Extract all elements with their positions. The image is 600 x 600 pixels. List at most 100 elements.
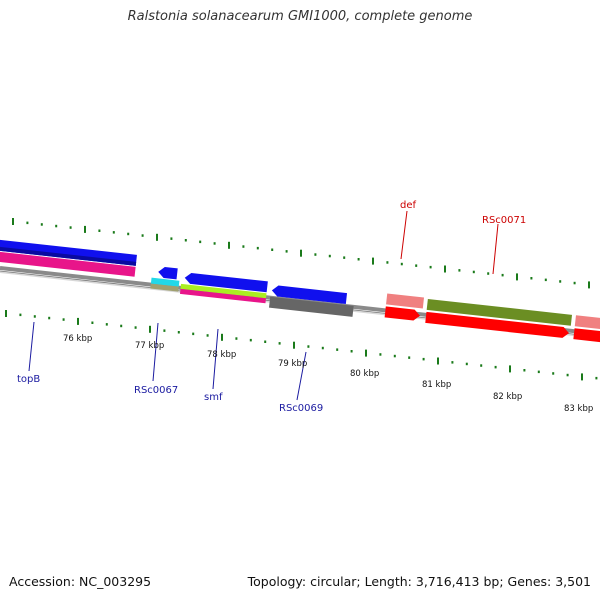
lower-row-minor-tick bbox=[336, 348, 339, 351]
upper-row-minor-tick bbox=[386, 261, 389, 264]
gene-block-right-pink[interactable] bbox=[574, 315, 600, 331]
gene-label-rsc0069[interactable]: RSc0069 bbox=[279, 403, 323, 414]
upper-row-minor-tick bbox=[127, 232, 130, 236]
lower-row-minor-tick bbox=[480, 364, 483, 367]
upper-row-major-tick bbox=[588, 281, 590, 289]
lower-row-minor-tick bbox=[105, 323, 108, 326]
lower-row-minor-tick bbox=[206, 334, 209, 337]
lower-row-major-tick bbox=[149, 325, 151, 333]
tick-label-79: 79 kbp bbox=[278, 359, 307, 369]
lower-tick-row bbox=[5, 310, 598, 381]
tick-label-81: 81 kbp bbox=[422, 380, 451, 390]
gene-label-def[interactable]: def bbox=[400, 200, 417, 211]
upper-row-minor-tick bbox=[328, 254, 331, 258]
lower-row-minor-tick bbox=[62, 318, 65, 321]
gene-block-right-red[interactable] bbox=[573, 328, 600, 344]
lower-row-minor-tick bbox=[465, 362, 468, 366]
gene-block-topb-reverse[interactable] bbox=[0, 251, 136, 277]
upper-row-major-tick bbox=[12, 218, 14, 225]
gene-label-smf[interactable]: smf bbox=[204, 392, 223, 403]
lower-row-minor-tick bbox=[393, 354, 396, 358]
genome-summary-text: Topology: circular; Length: 3,716,413 bp… bbox=[247, 574, 591, 589]
gene-block-rsc0067-tan[interactable] bbox=[150, 283, 179, 292]
upper-row-minor-tick bbox=[141, 234, 144, 237]
lower-row-major-tick bbox=[581, 373, 583, 381]
tick-label-82: 82 kbp bbox=[493, 392, 522, 402]
tick-label-83: 83 kbp bbox=[564, 404, 593, 414]
gene-block-rsc0067-cyan[interactable] bbox=[150, 277, 180, 287]
lower-row-major-tick bbox=[293, 341, 295, 349]
gene-block-smf-lime[interactable] bbox=[180, 283, 267, 299]
upper-row-minor-tick bbox=[199, 240, 202, 244]
gene-block-topb-shade bbox=[0, 246, 137, 266]
upper-row-minor-tick bbox=[256, 246, 259, 250]
upper-row-minor-tick bbox=[544, 278, 547, 282]
tick-label-78: 78 kbp bbox=[207, 350, 236, 360]
lower-row-minor-tick bbox=[163, 329, 166, 332]
lower-row-minor-tick bbox=[552, 372, 555, 375]
lower-row-minor-tick bbox=[451, 361, 454, 364]
lower-row-minor-tick bbox=[278, 342, 281, 345]
lower-row-minor-tick bbox=[595, 376, 598, 380]
feature-track bbox=[0, 239, 600, 344]
lower-row-minor-tick bbox=[566, 373, 569, 377]
gene-label-rsc0071[interactable]: RSc0071 bbox=[482, 215, 526, 226]
gene-label-topb[interactable]: topB bbox=[17, 374, 40, 385]
lower-row-minor-tick bbox=[307, 345, 310, 348]
gene-block-def-pink[interactable] bbox=[386, 293, 425, 309]
upper-row-minor-tick bbox=[69, 226, 72, 229]
upper-row-minor-tick bbox=[400, 262, 403, 266]
gene-arrow-rsc0067-forward[interactable] bbox=[158, 266, 178, 280]
upper-row-minor-tick bbox=[472, 270, 475, 274]
upper-row-major-tick bbox=[84, 225, 86, 233]
map-title: Ralstonia solanacearum GMI1000, complete… bbox=[127, 9, 473, 24]
upper-row-major-tick bbox=[156, 233, 158, 241]
tick-label-77: 77 kbp bbox=[135, 341, 164, 351]
lower-row-minor-tick bbox=[192, 332, 195, 336]
upper-row-minor-tick bbox=[559, 280, 562, 283]
leader-smf bbox=[212, 328, 219, 390]
lower-row-minor-tick bbox=[177, 331, 180, 334]
upper-row-major-tick bbox=[444, 265, 446, 273]
upper-row-major-tick bbox=[516, 273, 518, 281]
gene-block-rsc0069-gray[interactable] bbox=[268, 296, 354, 317]
gene-arrow-smf-forward[interactable] bbox=[184, 272, 268, 293]
gene-arrow-rsc0071-red[interactable] bbox=[425, 311, 569, 339]
lower-row-major-tick bbox=[5, 310, 7, 317]
upper-row-minor-tick bbox=[112, 231, 115, 234]
lower-row-minor-tick bbox=[48, 316, 51, 320]
upper-tick-row bbox=[12, 218, 590, 289]
lower-row-minor-tick bbox=[91, 321, 94, 324]
lower-row-minor-tick bbox=[249, 338, 252, 342]
lower-row-major-tick bbox=[509, 365, 511, 373]
upper-row-major-tick bbox=[300, 249, 302, 257]
gene-block-rsc0071-olive[interactable] bbox=[426, 298, 573, 326]
lower-row-minor-tick bbox=[379, 353, 382, 356]
gene-arrow-rsc0069-forward[interactable] bbox=[271, 285, 348, 305]
lower-row-minor-tick bbox=[537, 370, 540, 374]
upper-row-minor-tick bbox=[170, 237, 173, 240]
lower-row-minor-tick bbox=[321, 346, 324, 350]
lower-row-minor-tick bbox=[523, 369, 526, 372]
upper-row-minor-tick bbox=[55, 224, 58, 228]
lower-row-minor-tick bbox=[19, 313, 22, 317]
lower-row-minor-tick bbox=[33, 315, 36, 318]
upper-row-minor-tick bbox=[458, 269, 461, 272]
leader-rsc0067 bbox=[152, 322, 159, 382]
upper-row-minor-tick bbox=[343, 256, 346, 259]
gene-arrow-def-red[interactable] bbox=[384, 306, 421, 321]
lower-row-minor-tick bbox=[422, 357, 425, 361]
tick-label-80: 80 kbp bbox=[350, 369, 379, 379]
gene-block-smf-pink[interactable] bbox=[179, 288, 266, 304]
lower-row-major-tick bbox=[77, 317, 79, 325]
upper-row-minor-tick bbox=[530, 277, 533, 280]
gene-label-rsc0067[interactable]: RSc0067 bbox=[134, 385, 178, 396]
lower-row-minor-tick bbox=[408, 356, 411, 359]
upper-row-major-tick bbox=[228, 241, 230, 249]
lower-row-minor-tick bbox=[264, 340, 267, 343]
upper-row-minor-tick bbox=[429, 265, 432, 269]
upper-row-minor-tick bbox=[184, 239, 187, 242]
upper-row-minor-tick bbox=[314, 253, 317, 256]
upper-row-minor-tick bbox=[487, 272, 490, 275]
